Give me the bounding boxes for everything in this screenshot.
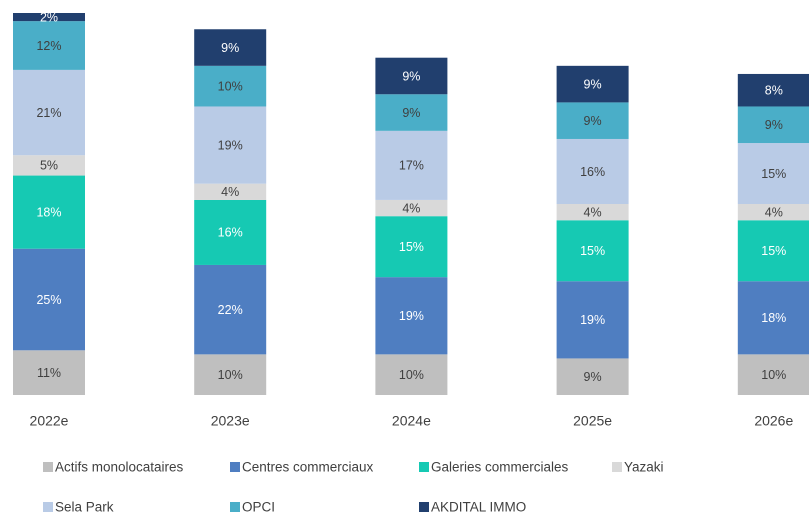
- bar-segment: [194, 29, 267, 66]
- data-label: 2%: [40, 10, 58, 24]
- bar-segment: [556, 220, 629, 282]
- bar-segment: [556, 204, 629, 221]
- legend-label: Yazaki: [624, 460, 664, 475]
- x-tick-label: 2026e: [754, 413, 793, 429]
- bar-segment: [737, 354, 809, 395]
- data-label: 21%: [36, 106, 61, 120]
- bar-segment: [13, 248, 85, 351]
- bar-segment: [556, 138, 629, 204]
- data-label: 15%: [761, 167, 786, 181]
- data-label: 9%: [402, 106, 420, 120]
- data-label: 19%: [399, 309, 424, 323]
- bar-segment: [556, 281, 629, 359]
- bar-segment: [737, 143, 809, 204]
- data-label: 4%: [584, 205, 602, 219]
- bar-segment: [556, 102, 629, 139]
- bar-segment: [737, 106, 809, 144]
- bar-segment: [194, 199, 267, 265]
- bar-segment: [737, 220, 809, 282]
- legend-label: Galeries commerciales: [431, 460, 569, 475]
- legend-swatch: [230, 462, 240, 472]
- bar-segment: [737, 281, 809, 355]
- bar-segment: [375, 216, 448, 278]
- bar-segment: [13, 350, 85, 395]
- data-label: 9%: [402, 69, 420, 83]
- data-label: 9%: [221, 41, 239, 55]
- legend-swatch: [419, 462, 429, 472]
- bar-segment: [13, 69, 85, 156]
- bar-segment: [194, 354, 267, 395]
- data-label: 16%: [580, 165, 605, 179]
- data-label: 10%: [218, 79, 243, 93]
- legend-label: Sela Park: [55, 500, 114, 515]
- bar-segment: [375, 130, 448, 200]
- data-label: 8%: [765, 84, 783, 98]
- data-label: 10%: [218, 368, 243, 382]
- data-label: 4%: [402, 201, 420, 215]
- bar-segment: [194, 106, 267, 184]
- bar-segment: [737, 204, 809, 221]
- bar-segment: [13, 155, 85, 176]
- x-tick-label: 2022e: [30, 413, 69, 429]
- legend-label: Centres commerciaux: [242, 460, 374, 475]
- data-label: 19%: [218, 138, 243, 152]
- data-label: 15%: [580, 244, 605, 258]
- data-label: 10%: [761, 368, 786, 382]
- legend-swatch: [419, 502, 429, 512]
- bar-segment: [194, 65, 267, 107]
- bar-segment: [194, 264, 267, 355]
- data-label: 4%: [765, 205, 783, 219]
- bar-segment: [375, 277, 448, 355]
- bar-segment: [375, 57, 448, 95]
- data-label: 9%: [584, 370, 602, 384]
- bar-segment: [556, 358, 629, 395]
- data-label: 18%: [761, 311, 786, 325]
- x-tick-label: 2025e: [573, 413, 612, 429]
- data-label: 15%: [399, 240, 424, 254]
- x-tick-label: 2024e: [392, 413, 431, 429]
- data-label: 12%: [36, 39, 61, 53]
- bar-segment: [13, 175, 85, 249]
- legend-swatch: [612, 462, 622, 472]
- bar-segment: [737, 73, 809, 107]
- data-label: 19%: [580, 313, 605, 327]
- bar-segment: [375, 354, 448, 395]
- data-label: 16%: [218, 226, 243, 240]
- x-tick-label: 2023e: [211, 413, 250, 429]
- legend-label: AKDITAL IMMO: [431, 500, 526, 515]
- data-label: 9%: [584, 77, 602, 91]
- data-label: 10%: [399, 368, 424, 382]
- bar-segment: [194, 183, 267, 200]
- data-label: 11%: [37, 366, 61, 380]
- bar-segment: [375, 94, 448, 131]
- bar-segment: [13, 13, 85, 22]
- legend-swatch: [43, 502, 53, 512]
- data-label: 15%: [761, 244, 786, 258]
- data-label: 25%: [36, 293, 61, 307]
- data-label: 4%: [221, 185, 239, 199]
- data-label: 9%: [765, 118, 783, 132]
- legend-swatch: [230, 502, 240, 512]
- legend-swatch: [43, 462, 53, 472]
- data-label: 17%: [399, 159, 424, 173]
- legend-label: Actifs monolocataires: [55, 460, 184, 475]
- data-label: 22%: [218, 303, 243, 317]
- data-label: 5%: [40, 159, 58, 173]
- data-label: 9%: [584, 114, 602, 128]
- data-label: 18%: [36, 205, 61, 219]
- legend-label: OPCI: [242, 500, 275, 515]
- bar-segment: [375, 199, 448, 217]
- bar-segment: [556, 65, 629, 103]
- bar-segment: [13, 21, 85, 70]
